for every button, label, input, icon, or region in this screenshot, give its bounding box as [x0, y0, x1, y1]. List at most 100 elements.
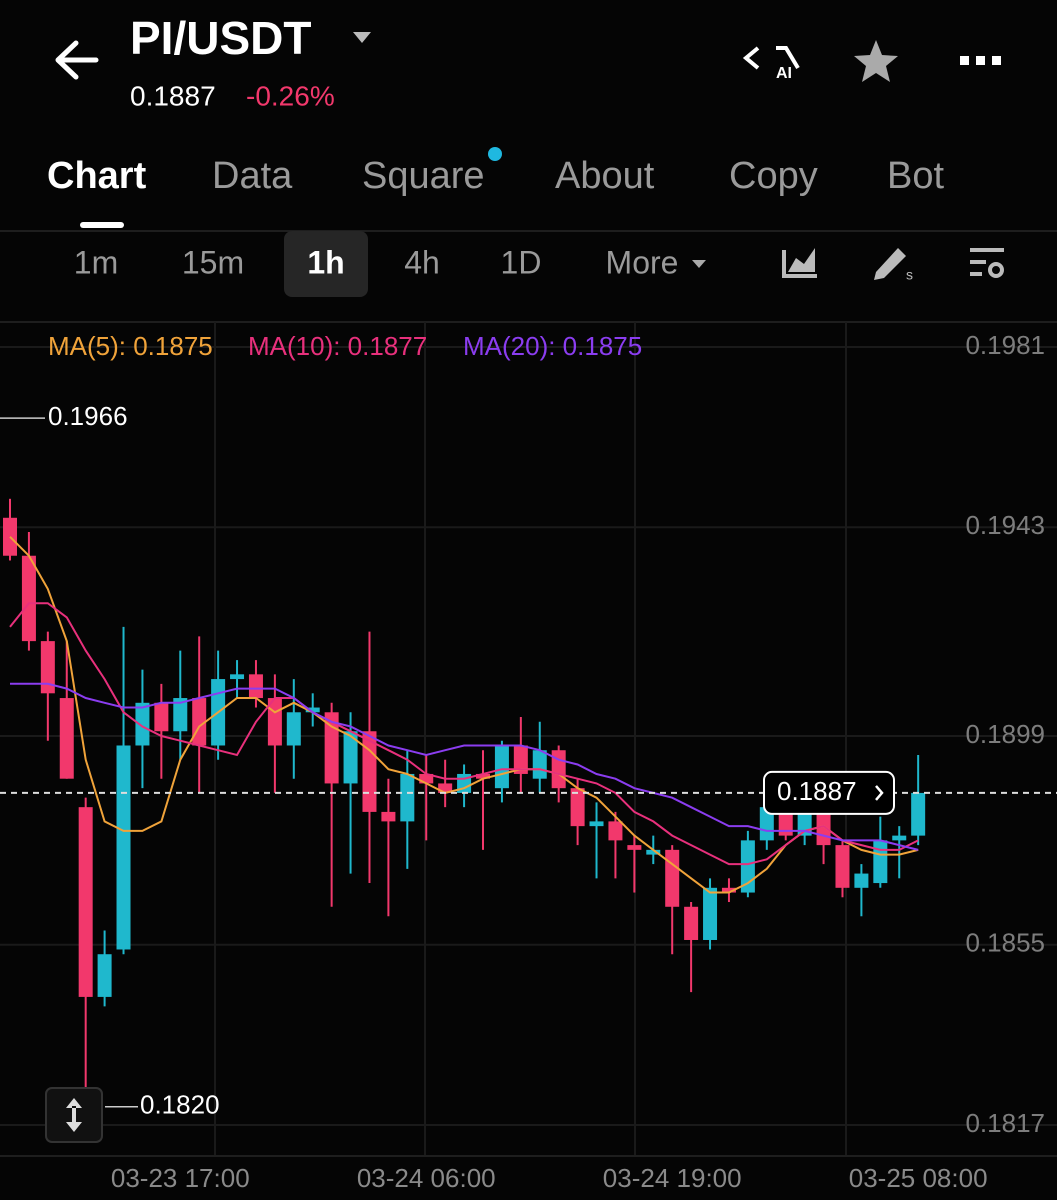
tab[interactable]: Data — [212, 155, 293, 197]
chart-type-button[interactable] — [782, 248, 817, 278]
candle-body — [21, 555, 36, 642]
candle-body — [778, 811, 793, 836]
tab[interactable]: About — [555, 155, 655, 197]
back-arrow — [55, 40, 99, 80]
interval[interactable]: 1D — [501, 244, 542, 280]
candle-body — [3, 517, 17, 556]
interval[interactable]: 1h — [307, 244, 344, 280]
y-tick-label: 0.1855 — [965, 928, 1045, 958]
ma-line — [10, 682, 919, 851]
tab[interactable]: Bot — [887, 155, 944, 197]
y-tick-label: 0.1817 — [965, 1108, 1045, 1138]
candle-body — [835, 845, 850, 888]
candle-body — [230, 674, 245, 680]
x-tick-label: 03-24 19:00 — [603, 1163, 742, 1193]
candle-body — [570, 788, 585, 827]
candle-body — [532, 750, 547, 779]
candle-body — [305, 707, 320, 713]
candle-body — [362, 731, 377, 812]
candle-body — [116, 745, 131, 950]
y-tick-label: 0.1899 — [965, 719, 1045, 749]
tab[interactable]: Copy — [729, 155, 818, 197]
pen-icon-text: s — [906, 267, 913, 283]
pen-icon — [874, 248, 906, 280]
candle-body — [608, 821, 623, 841]
dot — [960, 56, 969, 65]
dot — [992, 56, 1001, 65]
ai-icon-text: AI — [776, 65, 792, 82]
candle-body — [135, 702, 150, 746]
y-tick-label: 0.1981 — [965, 330, 1045, 360]
legend-entry: MA(5): 0.1875 — [48, 331, 213, 361]
ma-line — [9, 536, 919, 894]
min-label: 0.1820 — [140, 1090, 220, 1120]
candle-body — [703, 887, 718, 940]
candle-body — [59, 698, 74, 779]
candle-body — [40, 641, 55, 694]
candle-body — [589, 821, 604, 827]
candle-body — [343, 731, 358, 784]
candle-body — [438, 783, 453, 793]
tab-underline — [80, 222, 124, 228]
candle-body — [759, 807, 774, 841]
settings-button[interactable] — [970, 248, 1004, 278]
last-price-chevron — [875, 785, 884, 801]
pair-title[interactable]: PI/USDT — [130, 12, 311, 64]
interval[interactable]: 4h — [404, 244, 440, 280]
dot — [976, 56, 985, 65]
candle-body — [400, 773, 415, 822]
price-change: -0.26% — [246, 80, 335, 111]
candle-body — [286, 712, 301, 746]
candle-body — [684, 906, 699, 940]
candle-body — [892, 835, 907, 841]
candle-body — [324, 712, 339, 784]
candle-body — [476, 773, 490, 779]
candle-body — [173, 698, 188, 732]
legend-entry: MA(10): 0.1877 — [248, 331, 427, 361]
interval[interactable]: 15m — [182, 244, 244, 280]
max-label: 0.1966 — [48, 401, 128, 431]
settings-lines — [970, 248, 1004, 276]
candle-body — [665, 849, 680, 907]
more-dropdown[interactable] — [692, 260, 706, 268]
legend-entry: MA(20): 0.1875 — [463, 331, 642, 361]
scale-toggle[interactable] — [45, 1087, 103, 1143]
candle-body — [854, 873, 869, 888]
ai-icon — [742, 46, 800, 70]
candle-body — [381, 811, 396, 822]
candle-body — [721, 887, 736, 893]
notification-dot — [488, 147, 502, 161]
interval[interactable]: More — [606, 244, 679, 280]
draw-tool-button[interactable]: s — [874, 248, 913, 283]
tab[interactable]: Square — [362, 155, 485, 197]
settings-gear — [988, 262, 1004, 278]
ai-button[interactable]: AI — [742, 46, 800, 82]
candle-body — [154, 702, 169, 732]
interval-selected-bg — [284, 231, 368, 297]
candle-body — [646, 849, 661, 855]
x-tick-label: 03-24 06:00 — [357, 1163, 496, 1193]
candle-body — [911, 792, 926, 836]
candle-body — [494, 745, 509, 789]
chart-type-icon — [782, 248, 817, 278]
candle-body — [816, 811, 831, 846]
candle-body — [248, 674, 263, 699]
favorite-star[interactable] — [854, 40, 898, 82]
last-price-label[interactable]: 0.1887 — [777, 776, 857, 806]
more-menu[interactable] — [960, 56, 1001, 65]
back-button[interactable] — [55, 40, 99, 80]
pair-dropdown[interactable] — [353, 32, 371, 43]
candle-body — [873, 840, 888, 884]
candle-body — [419, 773, 434, 784]
candle-body — [627, 845, 642, 850]
interval[interactable]: 1m — [74, 244, 118, 280]
tab[interactable]: Chart — [47, 155, 147, 197]
candle-body — [97, 954, 112, 997]
ma-line — [9, 602, 919, 866]
last-price-box[interactable] — [763, 770, 895, 815]
y-tick-label: 0.1943 — [965, 510, 1045, 540]
vertical-grid — [214, 322, 847, 1155]
